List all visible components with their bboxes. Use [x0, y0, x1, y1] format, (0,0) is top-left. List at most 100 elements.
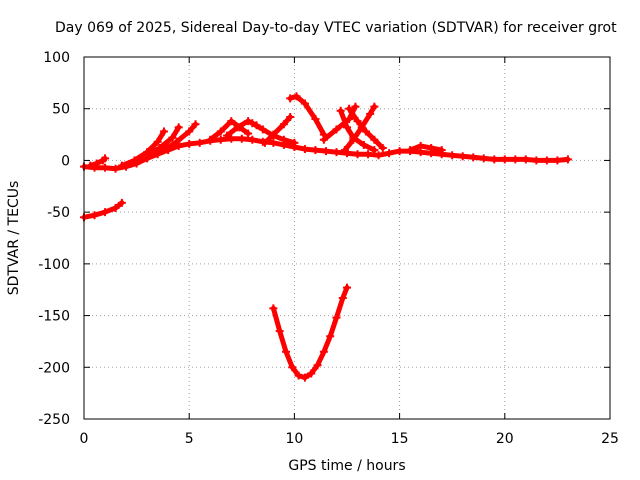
- data-point: [143, 151, 152, 160]
- data-point: [345, 104, 354, 113]
- data-point: [275, 327, 284, 336]
- data-point: [542, 156, 551, 165]
- data-point: [206, 135, 215, 144]
- x-tick-label: 0: [80, 431, 89, 447]
- data-point: [364, 150, 373, 159]
- data-point: [216, 135, 225, 144]
- series-line-5: [161, 121, 198, 153]
- data-point: [279, 135, 288, 144]
- x-tick-label: 20: [496, 431, 514, 447]
- data-point: [416, 141, 425, 150]
- data-point: [357, 123, 366, 132]
- data-point: [511, 155, 520, 164]
- data-point: [353, 117, 362, 126]
- data-point: [111, 204, 120, 213]
- x-tick-label: 15: [391, 431, 409, 447]
- y-tick-label: -100: [38, 257, 70, 273]
- data-point: [101, 154, 110, 163]
- data-point: [286, 112, 295, 121]
- data-point: [406, 146, 415, 155]
- data-point: [117, 198, 126, 207]
- data-point: [227, 117, 236, 126]
- series-line-10: [287, 93, 327, 138]
- data-point: [321, 147, 330, 156]
- data-point: [195, 138, 204, 147]
- data-point: [349, 135, 358, 144]
- data-point: [366, 109, 375, 118]
- data-point: [101, 208, 110, 217]
- data-point: [395, 147, 404, 156]
- data-point: [326, 332, 335, 341]
- y-tick-label: 0: [61, 153, 70, 169]
- data-point: [319, 347, 328, 356]
- chart-title: Day 069 of 2025, Sidereal Day-to-day VTE…: [55, 20, 617, 36]
- data-point: [260, 138, 269, 147]
- data-point: [427, 144, 436, 153]
- series-group: [80, 92, 572, 382]
- data-point: [155, 144, 164, 153]
- data-point: [319, 135, 328, 144]
- series-line-4: [144, 124, 182, 158]
- data-point: [343, 123, 351, 132]
- data-point: [168, 133, 177, 142]
- data-point: [227, 134, 236, 143]
- data-point: [437, 146, 446, 155]
- x-tick-label: 5: [185, 431, 194, 447]
- data-point: [90, 211, 99, 220]
- series-line-16: [270, 285, 350, 381]
- data-point: [101, 163, 110, 172]
- data-point: [448, 151, 457, 160]
- data-point: [353, 150, 362, 159]
- data-point: [313, 361, 322, 370]
- data-point: [233, 123, 242, 132]
- data-point: [86, 161, 95, 170]
- data-point: [532, 156, 541, 165]
- data-point: [286, 94, 295, 103]
- data-point: [159, 146, 168, 155]
- y-tick-label: -150: [38, 309, 70, 325]
- data-point: [294, 371, 303, 380]
- data-point: [111, 164, 120, 173]
- y-tick-label: 50: [52, 102, 70, 118]
- data-point: [300, 99, 309, 108]
- data-point: [311, 146, 320, 155]
- axis-ticks: 0 5 10 15 20 25 -250 -200 -150 -100 -50 0 50 100: [38, 50, 619, 447]
- data-point: [269, 304, 278, 313]
- x-axis-label: GPS time / hours: [288, 458, 405, 474]
- data-point: [553, 156, 562, 165]
- x-tick-label: 25: [601, 431, 619, 447]
- data-point: [159, 127, 168, 136]
- data-point: [458, 152, 467, 161]
- data-point: [351, 102, 360, 111]
- data-point: [269, 138, 278, 147]
- data-point: [338, 293, 347, 302]
- data-point: [370, 135, 379, 144]
- y-tick-label: 100: [43, 50, 70, 66]
- data-point: [153, 137, 162, 146]
- series-line-15: [407, 143, 445, 153]
- data-point: [290, 138, 299, 147]
- x-tick-label: 10: [285, 431, 303, 447]
- data-point: [311, 115, 320, 124]
- data-point: [292, 92, 301, 101]
- data-point: [237, 134, 246, 143]
- data-point: [281, 347, 290, 356]
- data-point: [269, 130, 278, 139]
- data-point: [332, 313, 341, 322]
- data-point: [279, 120, 288, 129]
- y-tick-label: -250: [38, 412, 70, 428]
- y-tick-label: -200: [38, 360, 70, 376]
- data-point: [258, 125, 267, 134]
- data-point: [370, 102, 379, 111]
- data-point: [563, 155, 572, 164]
- data-point: [374, 151, 383, 160]
- y-axis-label: SDTVAR / TECUs: [6, 181, 22, 296]
- data-point: [332, 125, 341, 134]
- data-point: [248, 119, 257, 128]
- data-point: [336, 106, 345, 115]
- data-point: [244, 129, 253, 138]
- data-point: [185, 139, 194, 148]
- series-line-2: [87, 155, 108, 169]
- data-point: [185, 127, 194, 136]
